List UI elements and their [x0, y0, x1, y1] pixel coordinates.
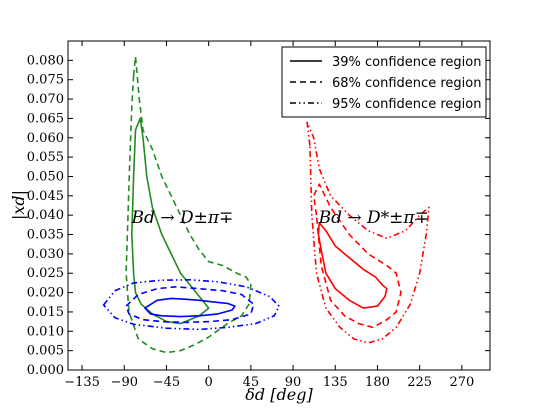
y-tick-label: 0.080 [27, 53, 64, 68]
y-tick-label: 0.030 [27, 247, 64, 262]
contour-blue-68pct [125, 286, 255, 324]
annotation-2: Bd → D*±π∓ [318, 208, 429, 228]
x-tick-label: 135 [323, 375, 348, 390]
legend-label: 95% confidence region [332, 97, 481, 112]
x-tick-label: −135 [64, 375, 100, 390]
y-tick-label: 0.065 [27, 111, 64, 126]
x-tick-label: 270 [449, 375, 474, 390]
y-tick-label: 0.015 [27, 305, 64, 320]
x-tick-label: 90 [285, 375, 302, 390]
y-tick-label: 0.060 [27, 131, 64, 146]
y-tick-label: 0.005 [27, 344, 64, 359]
contour-red-39pct [317, 222, 388, 309]
y-tick-label: 0.070 [27, 92, 64, 107]
contour-blue-95pct [102, 279, 280, 331]
y-tick-label: 0.075 [27, 73, 64, 88]
x-tick-label: −45 [153, 375, 180, 390]
y-tick-label: 0.050 [27, 169, 64, 184]
annotations: Bd → D±π∓ Bd → D*±π∓ [131, 208, 429, 228]
y-tick-label: 0.010 [27, 324, 64, 339]
y-tick-label: 0.020 [27, 286, 64, 301]
x-tick-label: 225 [407, 375, 432, 390]
legend-label: 68% confidence region [332, 76, 481, 91]
x-tick-label: 180 [365, 375, 390, 390]
contour-blue-39pct [144, 297, 236, 318]
y-tick-label: 0.055 [27, 150, 64, 165]
y-tick-label: 0.035 [27, 228, 64, 243]
y-axis-label: |xd| [9, 190, 28, 220]
x-tick-label: −90 [111, 375, 138, 390]
x-axis-label: δd [deg] [245, 385, 313, 404]
y-tick-label: 0.000 [27, 363, 64, 378]
legend-label: 39% confidence region [332, 55, 481, 70]
contour-green-68pct [125, 55, 252, 354]
annotation-1: Bd → D±π∓ [131, 208, 234, 228]
contour-red-95pct [306, 121, 430, 344]
contour-red-68pct [312, 183, 402, 329]
axis-ticks: −135 −90 −45 0 45 90 135 180 225 270 0.000 0.005 0.0… [27, 41, 490, 390]
y-tick-label: 0.045 [27, 189, 64, 204]
x-tick-label: 0 [205, 375, 213, 390]
x-tick-label: 45 [243, 375, 260, 390]
plot-frame [67, 40, 491, 371]
legend: 39% confidence region 68% confidence regi… [281, 46, 487, 118]
y-tick-label: 0.025 [27, 266, 64, 281]
y-tick-label: 0.040 [27, 208, 64, 223]
confidence-curves [102, 55, 430, 354]
